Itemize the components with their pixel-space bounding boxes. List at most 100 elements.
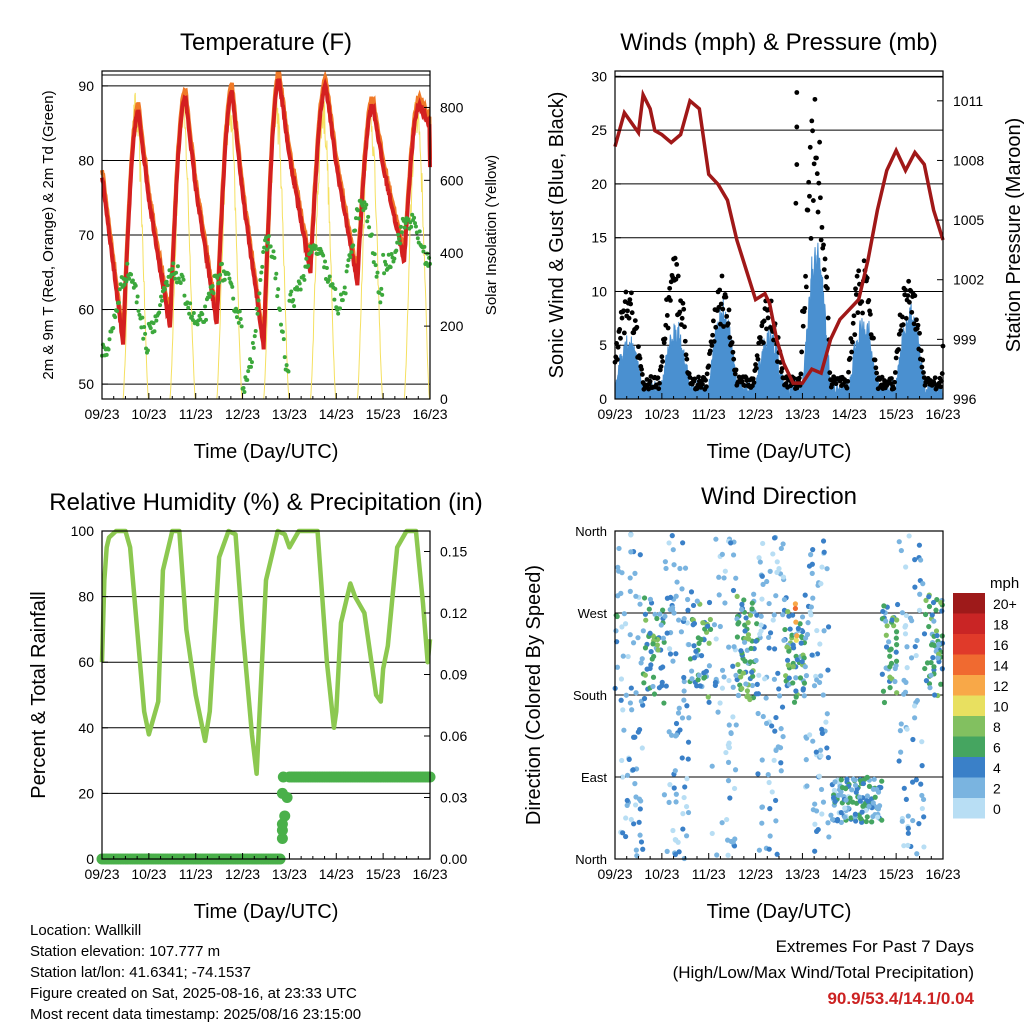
wind-direction-point <box>643 617 649 623</box>
dewpoint-point <box>399 230 404 235</box>
dewpoint-point <box>226 271 231 276</box>
wind-direction-point <box>824 745 830 751</box>
x-tick-label: 11/23 <box>179 406 213 422</box>
wind-direction-point <box>786 648 792 654</box>
wind-direction-point <box>819 564 825 570</box>
dewpoint-point <box>330 282 335 287</box>
wind-direction-point <box>764 578 770 585</box>
wind-direction-point <box>677 565 683 572</box>
wind-direction-point <box>912 584 918 590</box>
wind-direction-point <box>681 674 687 681</box>
wind-direction-point <box>624 797 630 804</box>
wind-direction-point <box>651 691 658 697</box>
wind-direction-point <box>813 749 819 755</box>
dewpoint-point <box>253 329 258 334</box>
dewpoint-point <box>398 224 403 229</box>
wind-direction-point <box>763 720 770 727</box>
wind-direction-point <box>631 821 637 827</box>
gust-point <box>915 322 921 328</box>
wind-direction-point <box>678 629 685 635</box>
wind-direction-point <box>620 830 626 836</box>
wind-direction-point <box>902 624 908 630</box>
wind-direction-point <box>681 616 687 622</box>
dewpoint-point <box>288 292 293 297</box>
wind-direction-point <box>668 594 674 601</box>
wind-direction-point <box>623 692 629 698</box>
wind-direction-point <box>672 837 678 843</box>
dewpoint-point <box>264 247 269 252</box>
wind-direction-point <box>735 661 741 668</box>
wind-direction-point <box>879 671 885 677</box>
legend-label: 6 <box>993 740 1001 756</box>
gust-point <box>760 340 766 346</box>
dewpoint-point <box>257 291 262 296</box>
wind-direction-point <box>918 557 924 563</box>
x-tick-label: 16/23 <box>925 866 960 882</box>
wind-direction-point <box>820 538 827 544</box>
wind-direction-point <box>658 665 664 671</box>
wind-direction-point <box>695 677 701 683</box>
x-tick-label: 16/23 <box>412 866 447 882</box>
gust-point <box>807 144 813 150</box>
wind-direction-point <box>674 579 680 585</box>
dewpoint-point <box>409 224 414 229</box>
wind-direction-point <box>939 666 945 672</box>
winds-series <box>612 88 946 400</box>
dewpoint-point <box>129 272 134 277</box>
dewpoint-point <box>340 298 345 303</box>
dewpoint-point <box>332 297 337 302</box>
wind-direction-point <box>784 657 791 663</box>
gust-point <box>710 332 716 338</box>
gust-point <box>856 268 862 274</box>
dewpoint-point <box>178 281 183 286</box>
wind-direction-point <box>779 704 786 710</box>
wind-direction-point <box>616 568 622 574</box>
wind-direction-point <box>804 735 810 741</box>
wind-direction-point <box>681 697 687 703</box>
wind-direction-point <box>926 594 932 600</box>
dewpoint-point <box>353 228 358 233</box>
wind-direction-point <box>857 798 863 804</box>
wind-direction-point <box>809 652 815 658</box>
wind-direction-point <box>632 780 638 787</box>
wind-direction-point <box>832 779 838 785</box>
gust-point <box>815 209 821 215</box>
wind-direction-point <box>696 672 702 678</box>
wind-direction-point <box>901 785 907 791</box>
wind-direction-point <box>628 685 634 691</box>
wind-direction-point <box>716 592 722 598</box>
wind-direction-point <box>722 600 728 606</box>
temp-2m-line <box>100 77 432 350</box>
wind-direction-point <box>715 709 721 715</box>
wind-direction-point <box>663 565 669 572</box>
wind-direction-point <box>930 599 937 606</box>
wind-direction-point <box>744 688 751 694</box>
dewpoint-point <box>143 331 148 336</box>
winds-ylabel: Sonic Wind & Gust (Blue, Black) <box>546 92 568 379</box>
wind-direction-point <box>733 722 739 728</box>
gust-point <box>819 224 825 230</box>
wind-direction-point <box>865 798 871 804</box>
wind-direction-point <box>794 633 800 639</box>
wind-direction-point <box>809 561 815 567</box>
temperature-panel: Temperature (F) 09/23 10/23 11/23 12/23 13/2… <box>40 29 500 463</box>
wind-direction-point <box>766 846 772 852</box>
wind-direction-point <box>733 575 739 581</box>
gust-point <box>939 371 945 376</box>
wind-direction-point <box>912 557 918 563</box>
dewpoint-point <box>349 250 354 255</box>
gust-point <box>909 309 915 315</box>
wind-direction-point <box>887 685 893 691</box>
wind-direction-ylabel: Direction (Colored By Speed) <box>523 565 545 825</box>
wind-direction-point <box>713 636 719 642</box>
wind-direction-point <box>874 814 881 820</box>
wind-direction-point <box>780 541 786 547</box>
dewpoint-point <box>289 289 294 294</box>
wind-direction-point <box>741 597 747 603</box>
humidity-panel: Relative Humidity (%) & Precipitation (i… <box>28 489 483 923</box>
wind-direction-point <box>876 803 883 809</box>
gust-point <box>918 348 924 354</box>
wind-direction-point <box>742 658 748 664</box>
wind-direction-point <box>773 818 779 824</box>
